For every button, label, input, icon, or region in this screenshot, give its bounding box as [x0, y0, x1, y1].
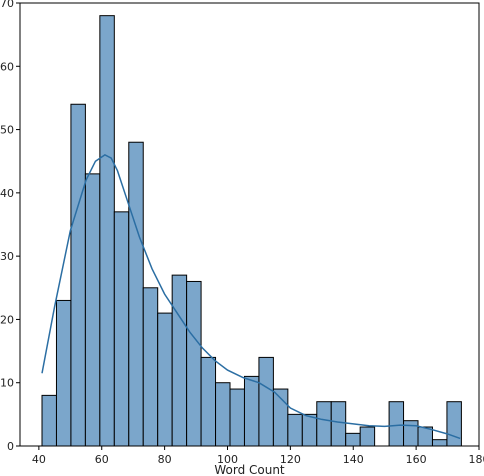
histogram-bar — [287, 413, 303, 447]
histogram-bar — [229, 388, 245, 447]
y-tick-label: 20 — [0, 313, 14, 326]
histogram-bar — [446, 401, 462, 447]
y-tick-label: 70 — [0, 0, 14, 10]
histogram-bar — [41, 394, 57, 447]
x-tick-label: 60 — [95, 453, 109, 466]
histogram-bar — [142, 287, 159, 447]
kde-line — [41, 154, 461, 440]
histogram-bar — [55, 299, 72, 447]
histogram-bar — [171, 274, 188, 447]
histogram-bar — [128, 141, 144, 447]
histogram-bar — [70, 103, 86, 447]
histogram-bar — [243, 375, 260, 447]
x-tick-label: 180 — [469, 453, 484, 466]
y-tick-label: 50 — [0, 124, 14, 137]
histogram-bar — [200, 356, 217, 447]
histogram-bar — [388, 401, 405, 447]
histogram-bar — [84, 173, 101, 447]
x-tick-label: 80 — [158, 453, 172, 466]
histogram-bar — [157, 312, 173, 447]
x-axis-ticks: 40 60 80 100 120 140 160 180 — [32, 446, 484, 466]
histogram-bar — [431, 439, 448, 447]
histogram-bar — [215, 382, 231, 447]
histogram-bar — [403, 420, 419, 447]
histogram-bars — [41, 15, 462, 447]
histogram-bar — [345, 432, 361, 447]
y-tick-label: 30 — [0, 250, 14, 263]
y-tick-label: 0 — [7, 440, 14, 453]
x-tick-label: 140 — [343, 453, 364, 466]
y-tick-label: 60 — [0, 60, 14, 73]
histogram-bar — [359, 426, 376, 447]
x-axis-title: Word Count — [214, 463, 285, 476]
x-tick-label: 40 — [32, 453, 46, 466]
plot-frame — [19, 2, 480, 447]
histogram-bar — [301, 413, 318, 447]
x-tick-label: 100 — [217, 453, 238, 466]
y-axis-ticks: 0 10 20 30 40 50 60 70 — [0, 0, 20, 453]
y-tick-label: 10 — [0, 377, 14, 390]
histogram-bar — [316, 401, 332, 447]
histogram-bar — [258, 356, 274, 447]
x-tick-label: 120 — [280, 453, 301, 466]
x-tick-label: 160 — [406, 453, 427, 466]
histogram-bar — [99, 15, 115, 447]
histogram-bar — [113, 211, 130, 447]
histogram-bar — [330, 401, 347, 447]
y-tick-label: 40 — [0, 187, 14, 200]
histogram-bar — [186, 280, 202, 447]
